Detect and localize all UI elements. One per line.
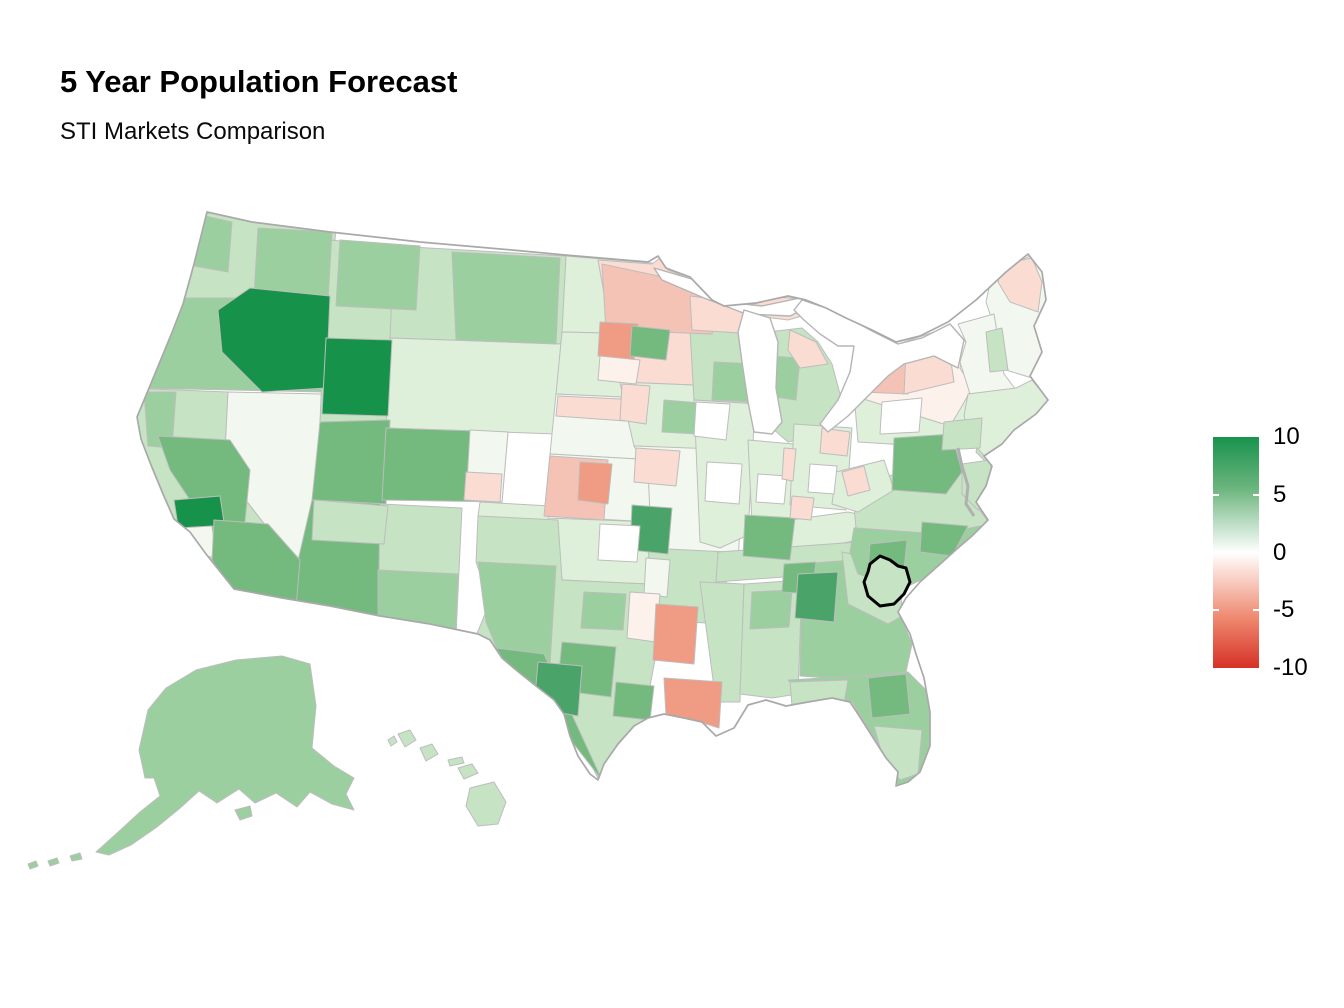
region-wichita	[577, 461, 613, 505]
region-cincinnati	[789, 495, 815, 521]
region-hawaii-molokai	[447, 756, 465, 767]
region-orlando	[867, 673, 911, 719]
region-eastern-indiana	[781, 447, 797, 482]
region-southern-new-mexico	[377, 569, 459, 635]
region-fort-smith-arkansas	[643, 557, 671, 598]
region-hawaii-maui	[457, 763, 479, 780]
legend: 10 5 0 -5 -10	[1213, 425, 1308, 680]
region-birmingham	[749, 589, 793, 630]
region-eastern-montana-billings	[451, 251, 561, 345]
region-utah	[311, 419, 391, 505]
region-alaska-aleutians-3	[27, 860, 39, 870]
region-northwest-missouri	[633, 447, 681, 487]
region-hawaii-big-island	[465, 781, 507, 827]
region-augusta-georgia	[794, 571, 839, 623]
region-central-illinois-white	[704, 461, 743, 505]
region-western-iowa	[619, 383, 651, 425]
legend-label-neg10: -10	[1273, 654, 1308, 681]
region-nashville-louisville	[742, 514, 796, 561]
region-western-montana-kalispell	[335, 239, 421, 311]
legend-label-5: 5	[1273, 480, 1287, 508]
legend-tick	[1253, 551, 1259, 554]
region-alaska	[95, 655, 355, 856]
region-hawaii-oahu	[419, 743, 439, 762]
legend-label-0: 0	[1273, 538, 1287, 566]
region-cleveland	[819, 427, 851, 457]
region-hawaii-kauai	[397, 729, 417, 748]
page-title: 5 Year Population Forecast	[60, 64, 458, 99]
region-dallas-fort-worth	[580, 591, 627, 631]
us-coastline	[136, 211, 1049, 787]
region-houston	[612, 681, 655, 721]
legend-tick	[1253, 609, 1259, 612]
region-florida-panhandle	[789, 679, 849, 707]
region-columbus	[807, 463, 838, 495]
region-wyoming	[385, 337, 563, 435]
region-oklahoma-city-tulsa	[597, 523, 641, 563]
legend-tick	[1213, 551, 1219, 554]
chesapeake-bay	[956, 447, 976, 517]
region-southeast-colorado	[463, 471, 503, 503]
region-st-cloud-minnesota	[629, 325, 671, 361]
legend-tick	[1213, 493, 1219, 496]
region-hawaii-niihau	[387, 735, 398, 747]
region-boise-southern-idaho	[321, 337, 393, 417]
legend-tick	[1253, 493, 1259, 496]
region-new-hampshire-patch	[985, 327, 1009, 373]
region-northern-arizona	[311, 499, 389, 545]
region-chicago	[693, 401, 731, 441]
region-philadelphia	[941, 417, 983, 451]
region-monroe-jackson-delta	[652, 603, 699, 665]
region-alaska-aleutians-1	[69, 852, 83, 862]
page-subtitle: STI Markets Comparison	[60, 118, 326, 145]
lake-michigan	[737, 309, 783, 435]
region-northeast-lower-michigan	[787, 329, 829, 369]
hawaii-inset	[387, 729, 507, 827]
region-southwest-minnesota	[597, 355, 641, 385]
region-indianapolis	[755, 473, 788, 505]
region-eastern-north-carolina	[919, 521, 969, 557]
region-west-texas	[477, 561, 557, 665]
region-southern-louisiana-new-orleans	[663, 677, 723, 729]
region-west-virginia-pocket	[841, 465, 871, 497]
lake-huron-ontario-erie	[793, 299, 965, 433]
region-mississippi	[699, 581, 745, 703]
region-charleston-sc-highlighted	[862, 554, 912, 608]
region-alaska-aleutians-2	[47, 857, 60, 867]
legend-colorbar	[1213, 437, 1259, 668]
alaska-inset	[27, 655, 355, 870]
legend-tick	[1213, 609, 1219, 612]
legend-label-neg5: -5	[1273, 596, 1295, 624]
region-central-pennsylvania	[879, 397, 923, 435]
contiguous-us	[137, 212, 1048, 786]
region-alaska-kodiak	[234, 805, 253, 821]
legend-label-10: 10	[1273, 423, 1300, 450]
